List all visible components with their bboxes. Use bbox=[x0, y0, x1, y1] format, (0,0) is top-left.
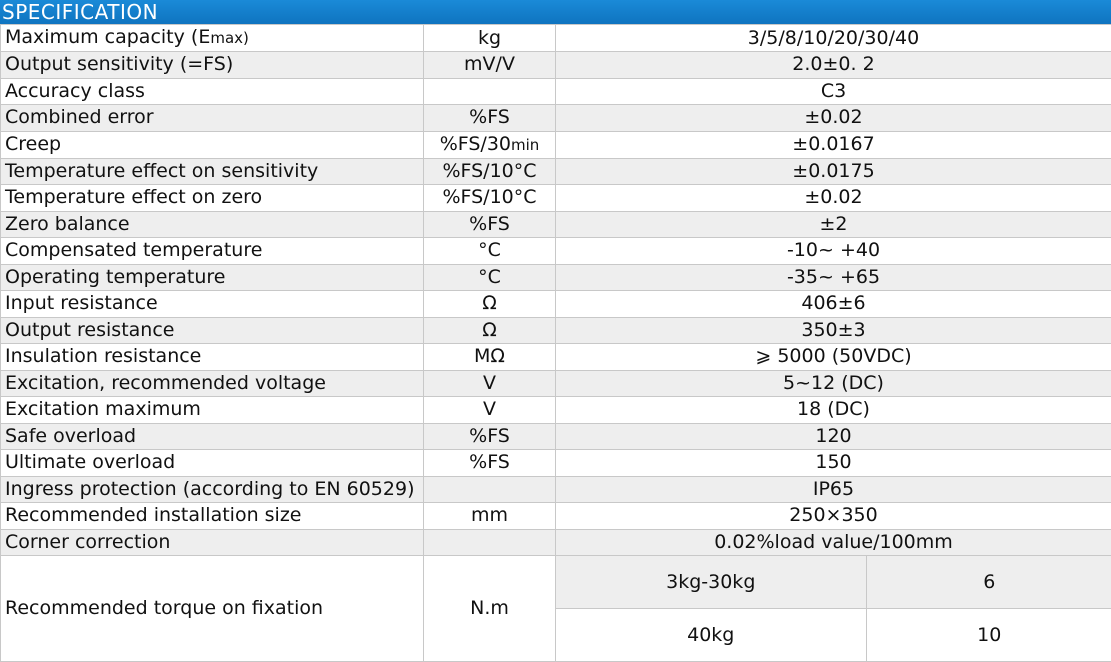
spec-row: Zero balance %FS ±2 bbox=[1, 211, 1111, 238]
spec-row: Maximum capacity (Emax) kg 3/5/8/10/20/3… bbox=[1, 25, 1111, 52]
unit-cell: %FS/30min bbox=[424, 131, 556, 158]
unit-cell: mm bbox=[424, 503, 556, 530]
param-cell: Excitation, recommended voltage bbox=[1, 370, 424, 397]
spec-row: Temperature effect on zero %FS/10°C ±0.0… bbox=[1, 185, 1111, 212]
unit-cell: Ω bbox=[424, 291, 556, 318]
spec-row: Operating temperature °C -35~ +65 bbox=[1, 264, 1111, 291]
spec-row: Compensated temperature °C -10~ +40 bbox=[1, 238, 1111, 265]
value-cell: 3/5/8/10/20/30/40 bbox=[556, 25, 1111, 52]
unit-cell: °C bbox=[424, 264, 556, 291]
param-cell: Ultimate overload bbox=[1, 450, 424, 477]
param-cell: Output sensitivity (=FS) bbox=[1, 52, 424, 79]
value-cell: -10~ +40 bbox=[556, 238, 1111, 265]
value-cell: ±0.02 bbox=[556, 185, 1111, 212]
spec-row: Creep %FS/30min ±0.0167 bbox=[1, 131, 1111, 158]
torque-subrow: 40kg 10 bbox=[556, 609, 1111, 662]
param-cell: Creep bbox=[1, 131, 424, 158]
param-cell: Excitation maximum bbox=[1, 397, 424, 424]
spec-row: Insulation resistance MΩ ⩾ 5000 (50VDC) bbox=[1, 344, 1111, 371]
param-cell: Input resistance bbox=[1, 291, 424, 318]
torque-range: 3kg-30kg bbox=[556, 556, 866, 609]
torque-range: 40kg bbox=[556, 609, 866, 662]
spec-row: Excitation maximum V 18 (DC) bbox=[1, 397, 1111, 424]
spec-row: Input resistance Ω 406±6 bbox=[1, 291, 1111, 318]
param-cell: Corner correction bbox=[1, 529, 424, 556]
unit-cell: %FS/10°C bbox=[424, 158, 556, 185]
param-cell: Ingress protection (according to EN 6052… bbox=[1, 476, 424, 503]
spec-row: Ultimate overload %FS 150 bbox=[1, 450, 1111, 477]
spec-row: Temperature effect on sensitivity %FS/10… bbox=[1, 158, 1111, 185]
param-cell: Recommended installation size bbox=[1, 503, 424, 530]
unit-cell: %FS bbox=[424, 423, 556, 450]
spec-row: Safe overload %FS 120 bbox=[1, 423, 1111, 450]
param-cell: Safe overload bbox=[1, 423, 424, 450]
param-cell: Temperature effect on zero bbox=[1, 185, 424, 212]
torque-value: 10 bbox=[866, 609, 1111, 662]
spec-row: Recommended installation size mm 250×350 bbox=[1, 503, 1111, 530]
value-cell: 5~12 (DC) bbox=[556, 370, 1111, 397]
param-cell: Insulation resistance bbox=[1, 344, 424, 371]
unit-cell: MΩ bbox=[424, 344, 556, 371]
unit-cell: %FS/10°C bbox=[424, 185, 556, 212]
torque-subrow: 3kg-30kg 6 bbox=[556, 556, 1111, 609]
param-cell: Temperature effect on sensitivity bbox=[1, 158, 424, 185]
param-cell: Zero balance bbox=[1, 211, 424, 238]
unit-cell: %FS bbox=[424, 211, 556, 238]
spec-row: Excitation, recommended voltage V 5~12 (… bbox=[1, 370, 1111, 397]
param-cell: Maximum capacity (Emax) bbox=[1, 25, 424, 52]
param-cell: Compensated temperature bbox=[1, 238, 424, 265]
value-cell: 0.02%load value/100mm bbox=[556, 529, 1111, 556]
value-cell: ±0.0167 bbox=[556, 131, 1111, 158]
value-cell: 150 bbox=[556, 450, 1111, 477]
unit-cell: %FS bbox=[424, 450, 556, 477]
value-cell: -35~ +65 bbox=[556, 264, 1111, 291]
value-cell: ±0.0175 bbox=[556, 158, 1111, 185]
value-cell: 250×350 bbox=[556, 503, 1111, 530]
value-cell: 406±6 bbox=[556, 291, 1111, 318]
value-cell: ±0.02 bbox=[556, 105, 1111, 132]
spec-row: Output sensitivity (=FS) mV/V 2.0±0. 2 bbox=[1, 52, 1111, 79]
value-cell: 350±3 bbox=[556, 317, 1111, 344]
value-cell: IP65 bbox=[556, 476, 1111, 503]
param-cell: Combined error bbox=[1, 105, 424, 132]
spec-table: Maximum capacity (Emax) kg 3/5/8/10/20/3… bbox=[0, 24, 1111, 662]
unit-cell bbox=[424, 476, 556, 503]
value-cell: 120 bbox=[556, 423, 1111, 450]
param-cell: Accuracy class bbox=[1, 78, 424, 105]
unit-cell: V bbox=[424, 370, 556, 397]
unit-cell: kg bbox=[424, 25, 556, 52]
value-cell: 18 (DC) bbox=[556, 397, 1111, 424]
unit-cell bbox=[424, 78, 556, 105]
value-cell: ⩾ 5000 (50VDC) bbox=[556, 344, 1111, 371]
spec-header: SPECIFICATION bbox=[0, 0, 1111, 24]
unit-cell: Ω bbox=[424, 317, 556, 344]
spec-row: Ingress protection (according to EN 6052… bbox=[1, 476, 1111, 503]
value-cell: C3 bbox=[556, 78, 1111, 105]
unit-cell: °C bbox=[424, 238, 556, 265]
spec-row: Output resistance Ω 350±3 bbox=[1, 317, 1111, 344]
unit-cell: V bbox=[424, 397, 556, 424]
spec-row: Corner correction 0.02%load value/100mm bbox=[1, 529, 1111, 556]
unit-cell: %FS bbox=[424, 105, 556, 132]
torque-value: 6 bbox=[866, 556, 1111, 609]
param-cell: Output resistance bbox=[1, 317, 424, 344]
spec-row: Combined error %FS ±0.02 bbox=[1, 105, 1111, 132]
value-cell: 2.0±0. 2 bbox=[556, 52, 1111, 79]
unit-cell: mV/V bbox=[424, 52, 556, 79]
spec-row: Accuracy class C3 bbox=[1, 78, 1111, 105]
unit-cell bbox=[424, 529, 556, 556]
param-cell: Operating temperature bbox=[1, 264, 424, 291]
value-cell: ±2 bbox=[556, 211, 1111, 238]
